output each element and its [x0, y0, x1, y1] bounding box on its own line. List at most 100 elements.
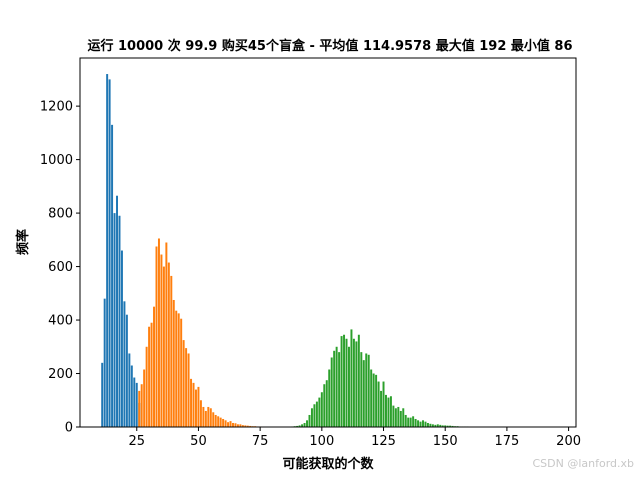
y-axis: 0 200 400 600 800 1000 1200: [40, 100, 80, 436]
bar-series1-x60: [222, 418, 225, 427]
bar-series2-x114: [355, 341, 358, 427]
x-tick-label: 150: [433, 434, 458, 449]
bar-series1-x51: [199, 400, 202, 427]
bar-series2-x140: [419, 421, 422, 427]
bar-series1-x46: [187, 353, 190, 427]
bar-series0-x25: [135, 382, 138, 427]
bar-series1-x59: [219, 417, 222, 427]
bar-series2-x107: [338, 352, 341, 427]
y-tick-label: 600: [48, 260, 73, 275]
bar-series2-x99: [318, 397, 321, 427]
bar-series2-x129: [392, 405, 395, 427]
x-tick-label: 100: [309, 434, 334, 449]
bar-series2-x149: [441, 425, 444, 427]
bar-series1-x27: [140, 384, 143, 427]
bar-series2-x118: [365, 353, 368, 427]
x-tick-label: 75: [252, 434, 269, 449]
bar-series2-x111: [347, 346, 350, 427]
bar-series2-x115: [357, 334, 360, 427]
bar-series0-x24: [133, 377, 136, 427]
bar-series0-x16: [113, 213, 116, 427]
bar-series2-x148: [439, 424, 442, 427]
bar-series1-x70: [246, 425, 249, 427]
bar-series1-x50: [197, 386, 200, 427]
bar-series2-x142: [424, 421, 427, 427]
bar-series1-x69: [244, 425, 247, 427]
bar-series2-x150: [444, 425, 447, 427]
bar-series1-x35: [160, 254, 163, 427]
bar-series2-x147: [436, 424, 439, 427]
bar-series2-x153: [451, 425, 454, 427]
bar-series0-x11: [101, 362, 104, 427]
bar-series2-x100: [320, 392, 323, 427]
bar-series2-x123: [377, 381, 380, 427]
bar-series2-x96: [310, 408, 313, 427]
bar-series2-x131: [397, 406, 400, 427]
bar-series2-x126: [385, 394, 387, 427]
bar-series1-x38: [167, 262, 170, 427]
bar-series1-x43: [180, 318, 183, 427]
x-tick-label: 175: [494, 434, 519, 449]
y-tick-label: 1200: [40, 100, 73, 115]
bar-series0-x20: [123, 301, 126, 427]
bar-series0-x19: [120, 250, 123, 427]
bar-series0-x18: [118, 215, 121, 427]
bar-series2-x138: [414, 418, 417, 427]
x-tick-label: 125: [371, 434, 396, 449]
bar-series1-x33: [155, 246, 158, 427]
bar-series0-x13: [106, 74, 109, 427]
bar-series1-x34: [157, 238, 160, 427]
bar-series1-x45: [185, 348, 188, 427]
bar-series1-x55: [209, 408, 212, 427]
bar-series2-x104: [330, 357, 333, 427]
bar-series2-x134: [404, 414, 407, 427]
bar-series1-x28: [143, 369, 146, 427]
bar-series2-x130: [394, 408, 397, 427]
bar-series2-x136: [409, 417, 412, 427]
bar-series0-x21: [125, 314, 128, 427]
bar-series2-x137: [412, 416, 415, 427]
bar-series2-x146: [434, 424, 437, 427]
bar-series1-x44: [182, 340, 185, 427]
bar-series1-x52: [202, 406, 205, 427]
bar-series0-x17: [116, 195, 118, 427]
bar-series1-x29: [145, 346, 148, 427]
x-axis-label: 可能获取的个数: [282, 456, 374, 472]
bar-series1-x40: [172, 299, 175, 427]
bar-series1-x58: [217, 416, 220, 427]
bar-series2-x97: [313, 404, 316, 427]
bar-series2-x110: [345, 338, 348, 427]
bar-series2-x128: [389, 396, 392, 427]
bar-series2-x122: [375, 374, 378, 427]
bar-series2-x141: [422, 420, 424, 427]
bar-series1-x57: [214, 414, 217, 427]
bar-series1-x47: [190, 378, 193, 427]
bar-series2-x91: [298, 425, 301, 427]
plot-frame: [79, 57, 577, 428]
x-tick-label: 200: [556, 434, 581, 449]
bar-series1-x61: [224, 420, 227, 427]
bar-series1-x64: [232, 422, 234, 427]
bar-series1-x67: [239, 424, 242, 427]
bar-series2-x98: [315, 401, 318, 427]
bar-series0-x22: [128, 353, 131, 427]
bar-series1-x54: [207, 406, 210, 427]
bar-series2-x113: [352, 338, 355, 427]
bar-series1-x32: [153, 306, 156, 427]
bar-series0-x14: [108, 79, 111, 427]
bar-series2-x103: [328, 369, 331, 427]
bar-series2-x106: [335, 346, 338, 427]
bar-series2-x125: [382, 381, 385, 427]
y-axis-label: 频率: [15, 229, 31, 255]
bar-series1-x49: [194, 389, 197, 427]
y-tick-label: 400: [48, 314, 73, 329]
x-axis: 25 50 75 100 125 150 175 200: [128, 427, 581, 449]
bar-series1-x30: [148, 326, 151, 427]
bar-series2-x139: [417, 420, 420, 427]
bar-series2-x94: [306, 420, 309, 427]
bar-series2-x133: [402, 408, 405, 427]
bar-series2-x121: [372, 373, 375, 427]
bar-series1-x53: [204, 410, 207, 427]
bar-series2-x108: [340, 336, 343, 427]
bar-series1-x71: [249, 425, 252, 427]
